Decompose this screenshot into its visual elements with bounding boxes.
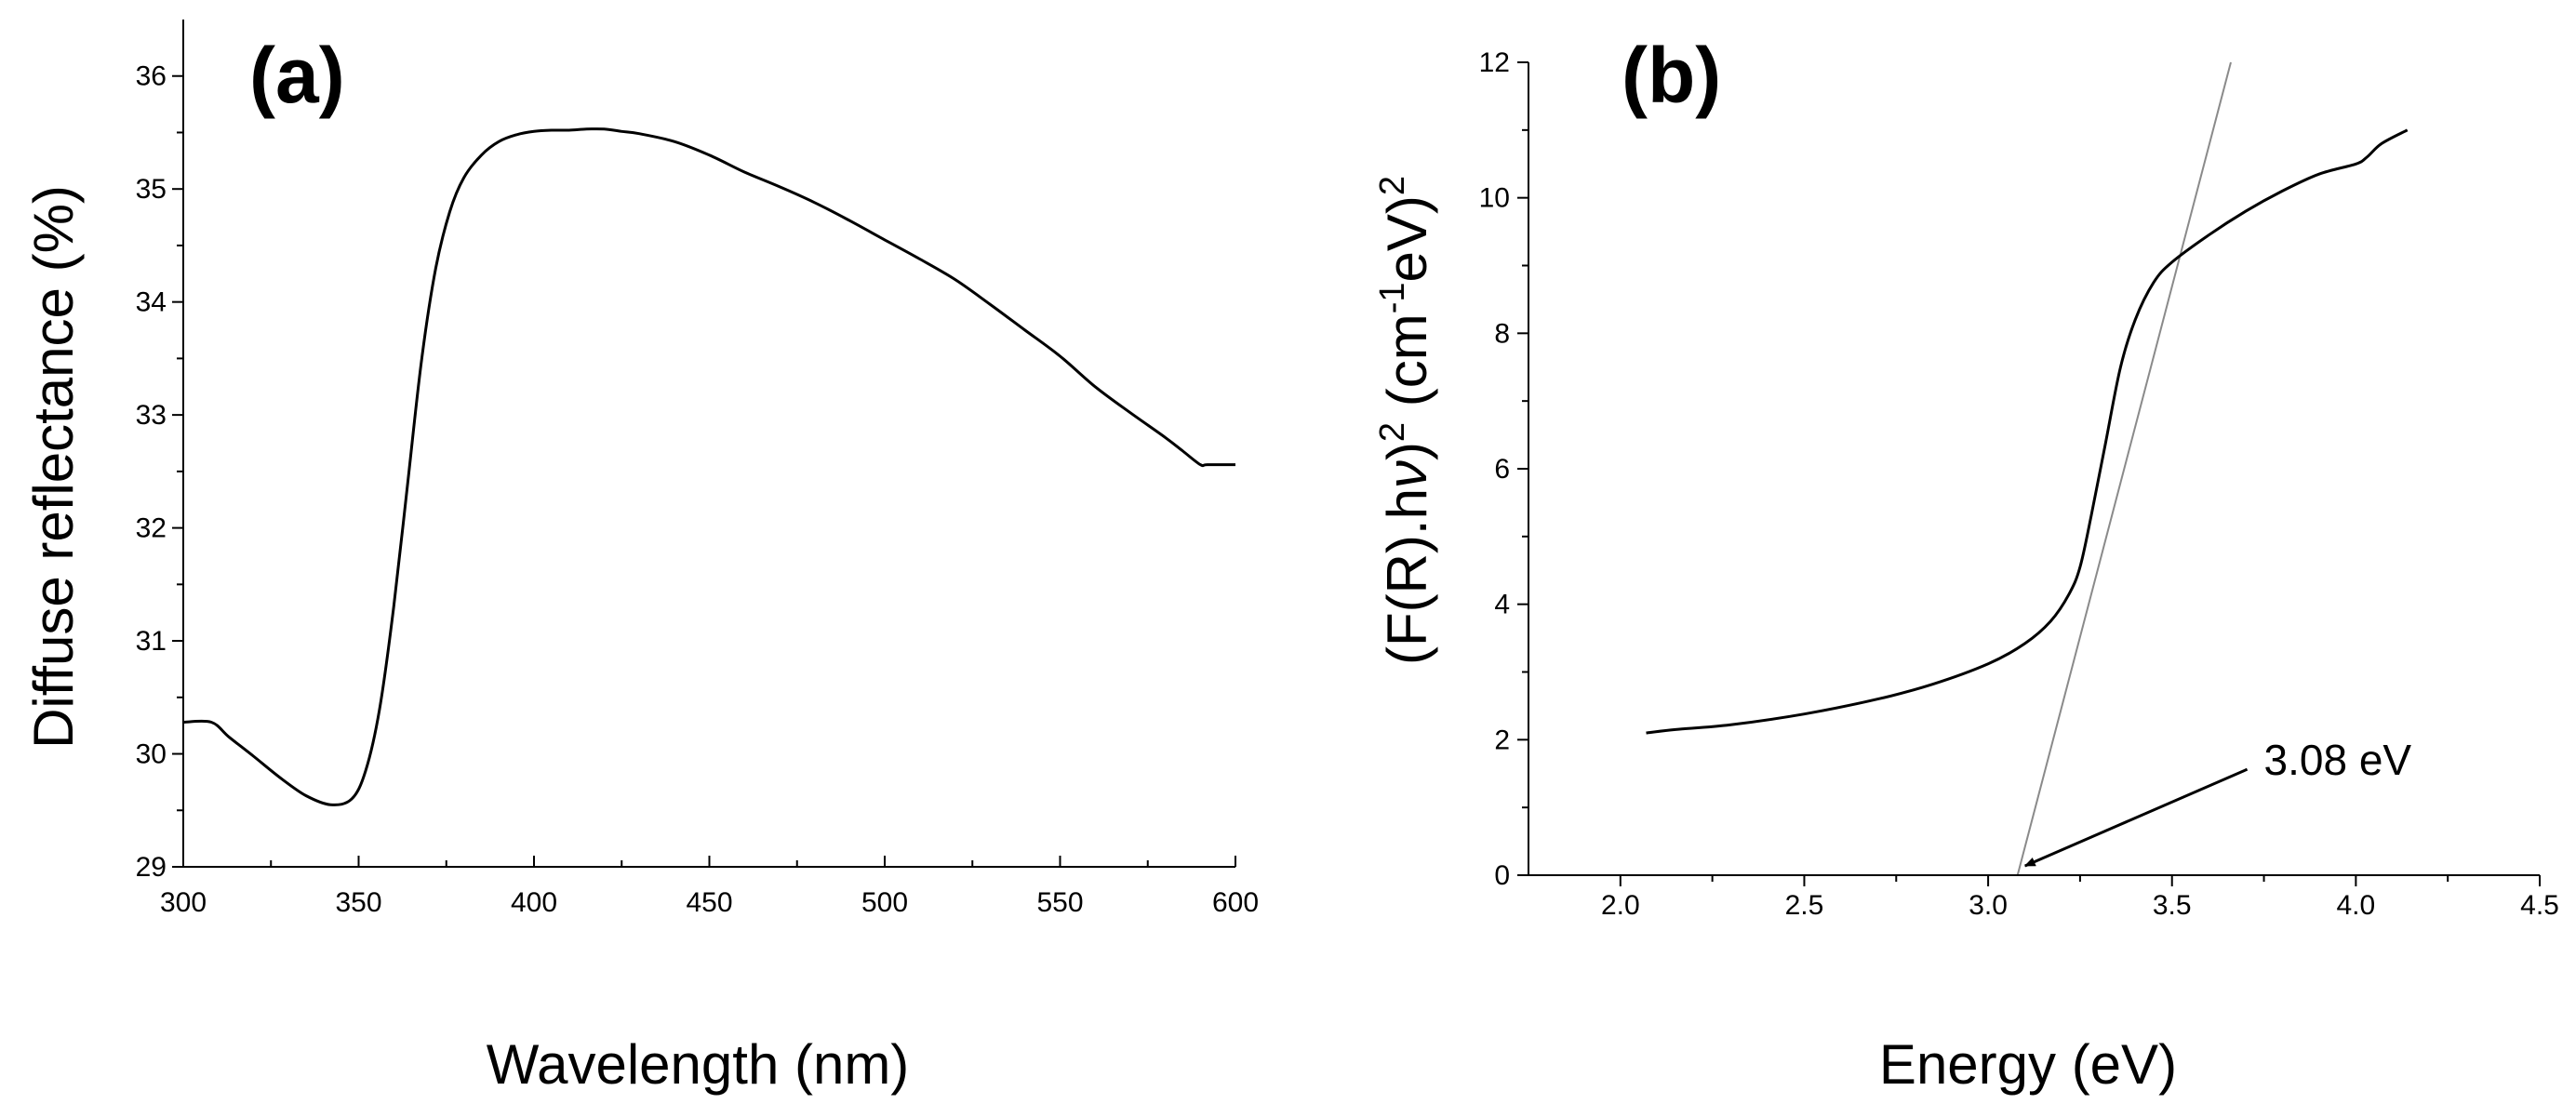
panel-a-x-tick-label: 300 [160, 887, 207, 918]
panel-b-y-tick-label: 2 [1494, 725, 1510, 755]
panel-a-reflectance-line [182, 127, 1236, 806]
panel-a-y-tick-label: 33 [136, 400, 167, 431]
panel-b-ticks: 2.0 2.5 3.0 3.5 4.0 4.5 0 2 4 6 8 10 12 [1479, 47, 2559, 921]
panel-a-y-tick-label: 29 [136, 852, 167, 883]
panel-b-y-tick-label: 6 [1494, 454, 1510, 485]
panel-b-y-tick-label: 0 [1494, 860, 1510, 891]
panel-a-x-axis-label: Wavelength (nm) [487, 1033, 910, 1096]
panel-a-y-axis-label: Diffuse reflectance (%) [22, 185, 85, 749]
panel-b-x-tick-label: 4.5 [2520, 890, 2559, 921]
panel-b-y-tick-label: 10 [1479, 183, 1510, 214]
panel-a-y-tick-label: 36 [136, 61, 167, 92]
panel-a-x-tick-label: 400 [511, 887, 557, 918]
panel-b-x-tick-label: 2.0 [1601, 890, 1640, 921]
panel-a-y-tick-label: 30 [136, 739, 167, 770]
panel-a-y-tick-label: 34 [136, 287, 167, 318]
panel-b-x-tick-label: 2.5 [1785, 890, 1824, 921]
panel-b-y-axis-label: (F(R).hν)2 (cm-1eV)2 [1373, 176, 1438, 665]
panel-b-x-tick-label: 4.0 [2337, 890, 2376, 921]
panel-a-y-tick-label: 32 [136, 513, 167, 544]
panel-b-x-axis-label: Energy (eV) [1879, 1033, 2177, 1096]
chart-panel-a: 300 350 400 450 500 550 600 29 30 31 32 33 34 35 36 (a… [22, 20, 1259, 1096]
panel-b-y-tick-label: 8 [1494, 318, 1510, 349]
panel-b-fit-line [2016, 61, 2232, 876]
panel-b-x-tick-label: 3.0 [1969, 890, 2008, 921]
panel-b-label: (b) [1622, 32, 1721, 119]
panel-a-y-tick-label: 31 [136, 626, 167, 657]
panel-b-y-tick-label: 4 [1494, 590, 1510, 620]
panel-a-label: (a) [249, 32, 345, 119]
panel-b-y-tick-label: 12 [1479, 47, 1510, 78]
panel-a-x-tick-label: 550 [1036, 887, 1083, 918]
panel-b-x-tick-label: 3.5 [2153, 890, 2192, 921]
panel-a-ticks: 300 350 400 450 500 550 600 29 30 31 32 33 34 35 36 [136, 61, 1259, 918]
panel-a-x-tick-label: 350 [335, 887, 381, 918]
panel-b-annotation-arrow [2023, 767, 2249, 868]
panel-b-bandgap-annotation: 3.08 eV [2264, 736, 2412, 784]
panel-a-x-tick-label: 500 [861, 887, 908, 918]
panel-a-y-tick-label: 35 [136, 174, 167, 205]
panel-b-kubelka-munk-line [1646, 128, 2409, 735]
panel-a-x-tick-label: 450 [686, 887, 732, 918]
panel-a-x-tick-label: 600 [1212, 887, 1259, 918]
